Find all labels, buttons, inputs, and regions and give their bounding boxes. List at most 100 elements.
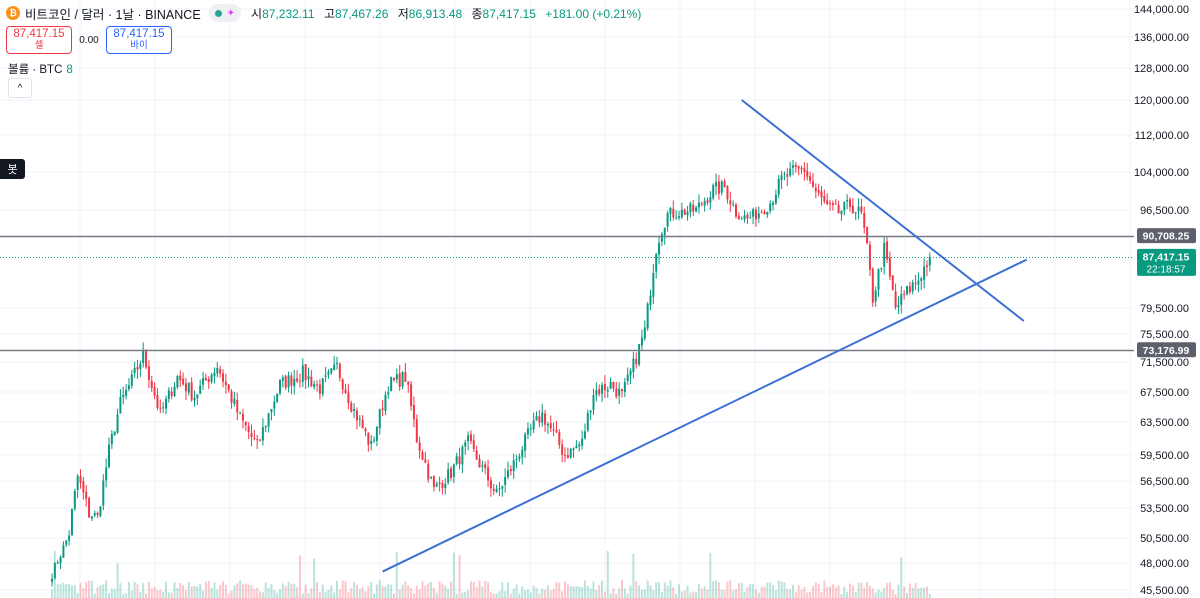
candle (729, 191, 732, 213)
candle-body (629, 370, 632, 376)
candle-body (811, 181, 814, 187)
volume-bar (133, 581, 136, 598)
candle (316, 380, 319, 392)
candle (165, 395, 167, 415)
candle (475, 445, 478, 460)
candle-body (333, 364, 336, 370)
candle-body (347, 392, 350, 404)
candle (846, 194, 849, 210)
price-tick-label: 48,000.00 (1140, 558, 1189, 570)
volume-bar (863, 587, 866, 598)
candle (96, 511, 99, 518)
collapse-legend-button[interactable]: ^ (8, 78, 32, 98)
candle-body (549, 423, 552, 429)
candle-body (652, 273, 655, 297)
spread-value: 0.00 (79, 34, 99, 46)
candle (726, 185, 729, 204)
candle-body (487, 467, 490, 481)
volume-bar (390, 584, 393, 598)
candle-body (621, 389, 623, 391)
candle (461, 444, 464, 474)
candle (777, 174, 780, 199)
sell-label: 셀 (34, 40, 44, 51)
candle-body (76, 476, 79, 491)
price-axis[interactable]: 144,000.00 136,000.00 128,000.00 120,000.00… (1134, 0, 1200, 598)
volume-bar (908, 583, 911, 598)
volume-bar (626, 593, 629, 598)
close-value: 87,417.15 (482, 6, 536, 21)
volume-bar (649, 585, 652, 598)
candle (689, 201, 692, 218)
price-tick-label: 144,000.00 (1134, 4, 1189, 16)
candle-body (737, 215, 740, 220)
candle (695, 205, 698, 213)
volume-bar (93, 593, 96, 598)
candle (615, 382, 618, 399)
candle-body (700, 203, 703, 205)
candle (897, 296, 900, 315)
candle (307, 367, 310, 388)
volume-bar (911, 587, 914, 598)
candle (735, 202, 737, 219)
candle (90, 515, 93, 521)
candle-body (535, 416, 538, 421)
candle-body (820, 191, 823, 198)
candle (176, 374, 179, 390)
symbol-title[interactable]: 비트코인 / 달러 · 1날 · BINANCE (25, 7, 201, 22)
volume-bar (740, 582, 743, 598)
volume-bar (281, 583, 284, 598)
price-tick-label: 63,500.00 (1140, 417, 1189, 429)
candle (891, 274, 894, 291)
buy-button[interactable]: 87,417.15 바이 (106, 26, 172, 54)
volume-bar (492, 593, 495, 598)
candle-body (207, 379, 210, 383)
chart-header: ₿ 비트코인 / 달러 · 1날 · BINANCE ✦ 시87,232.11 … (6, 4, 641, 22)
candle-body (73, 490, 76, 509)
volume-bar (749, 584, 752, 598)
candle-body (430, 476, 433, 479)
candle-body (301, 365, 304, 382)
candle (623, 377, 626, 398)
candle-body (649, 295, 652, 305)
volume-bar (917, 588, 920, 598)
market-status-badge[interactable]: ✦ (208, 4, 242, 22)
candle (222, 369, 224, 388)
candle-body (760, 212, 763, 214)
candle-body (108, 444, 110, 468)
candle-body (831, 203, 834, 205)
candle-body (156, 395, 159, 408)
volume-bar (196, 586, 199, 598)
candle-body (541, 412, 544, 423)
volume-bar (469, 581, 472, 598)
candle-body (398, 373, 401, 387)
candle (515, 454, 518, 469)
candle (424, 451, 427, 464)
volume-bar (914, 582, 917, 598)
volume-bar (834, 587, 837, 598)
candle (279, 378, 281, 396)
candle (626, 367, 629, 385)
candle-body (93, 513, 96, 516)
candle (914, 274, 917, 291)
candle-body (635, 359, 638, 364)
candle (609, 377, 612, 390)
volume-bar (450, 581, 452, 598)
candle (601, 382, 604, 402)
candle (811, 173, 814, 188)
candle (589, 409, 592, 421)
volume-bar (56, 584, 59, 598)
candle (216, 362, 219, 378)
volume-bar (598, 584, 601, 598)
candle (521, 446, 524, 465)
candle (350, 400, 353, 413)
volume-bar (606, 551, 609, 598)
volume-legend[interactable]: 볼륨 · BTC 8 (8, 61, 73, 77)
bot-side-tag[interactable]: 봇 (0, 159, 25, 179)
volume-bar (478, 580, 481, 598)
trendline-ascending-support[interactable] (382, 258, 1028, 573)
trendlines[interactable] (382, 99, 1028, 573)
candle-body (809, 176, 812, 181)
candle-body (350, 403, 353, 412)
sell-button[interactable]: 87,417.15 셀 (6, 26, 72, 54)
